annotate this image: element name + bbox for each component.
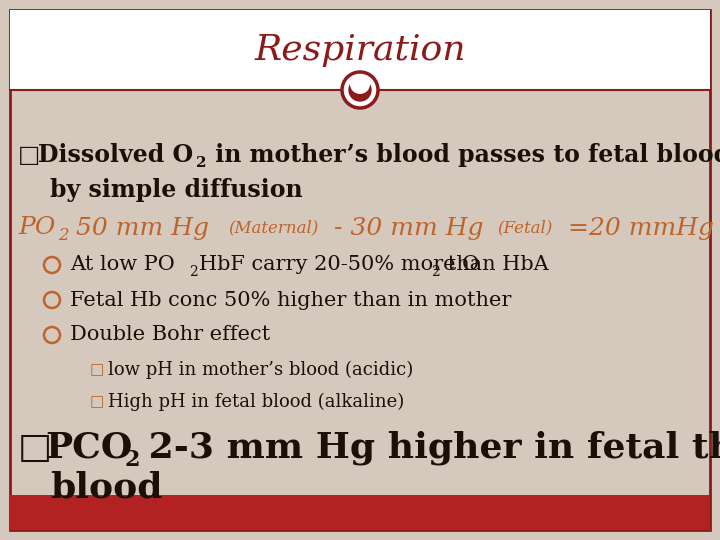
Text: 2: 2 — [58, 227, 68, 245]
Text: low pH in mother’s blood (acidic): low pH in mother’s blood (acidic) — [108, 361, 413, 379]
Circle shape — [351, 75, 369, 93]
Text: 2: 2 — [196, 156, 207, 170]
Text: HbF carry 20-50% more O: HbF carry 20-50% more O — [199, 255, 479, 274]
Text: PO: PO — [18, 217, 55, 240]
Text: 2: 2 — [189, 265, 198, 279]
Circle shape — [349, 79, 371, 101]
Text: than HbA: than HbA — [441, 255, 549, 274]
Circle shape — [342, 72, 378, 108]
Text: blood: blood — [50, 470, 163, 504]
Text: in mother’s blood passes to fetal blood: in mother’s blood passes to fetal blood — [207, 143, 720, 167]
Text: Fetal Hb conc 50% higher than in mother: Fetal Hb conc 50% higher than in mother — [70, 291, 511, 309]
Text: □: □ — [90, 363, 104, 377]
Bar — [10, 495, 710, 530]
Text: PCO: PCO — [45, 431, 132, 465]
Text: □: □ — [90, 395, 104, 409]
Text: (Fetal): (Fetal) — [497, 219, 552, 237]
Text: by simple diffusion: by simple diffusion — [50, 178, 302, 202]
Text: 2: 2 — [124, 449, 140, 471]
Text: Double Bohr effect: Double Bohr effect — [70, 326, 270, 345]
Bar — [10, 10, 710, 90]
Text: Respiration: Respiration — [254, 33, 466, 67]
Text: At low PO: At low PO — [70, 255, 175, 274]
Text: Dissolved O: Dissolved O — [38, 143, 193, 167]
Text: =20 mmHg: =20 mmHg — [560, 217, 714, 240]
Text: (Maternal): (Maternal) — [228, 219, 318, 237]
Text: 2-3 mm Hg higher in fetal than maternal: 2-3 mm Hg higher in fetal than maternal — [136, 431, 720, 465]
Text: High pH in fetal blood (alkaline): High pH in fetal blood (alkaline) — [108, 393, 404, 411]
Text: □: □ — [18, 431, 52, 465]
Text: 50 mm Hg: 50 mm Hg — [68, 217, 217, 240]
Text: □: □ — [18, 143, 40, 167]
Text: 2: 2 — [431, 265, 440, 279]
Text: - 30 mm Hg: - 30 mm Hg — [326, 217, 492, 240]
